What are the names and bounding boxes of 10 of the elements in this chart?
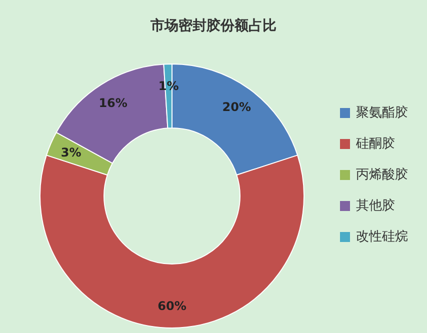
chart-title: 市场密封胶份额占比 — [150, 17, 276, 34]
legend-label: 硅酮胶 — [355, 136, 395, 152]
legend-label: 其他胶 — [356, 198, 395, 214]
legend-label: 聚氨酯胶 — [356, 106, 408, 120]
data-label: 20% — [222, 100, 252, 114]
legend-label: 改性硅烷 — [356, 230, 408, 244]
data-label: 16% — [98, 96, 128, 110]
data-label: 3% — [60, 145, 82, 160]
legend-label: 丙烯酸胶 — [356, 168, 408, 182]
data-label: 60% — [158, 299, 186, 313]
